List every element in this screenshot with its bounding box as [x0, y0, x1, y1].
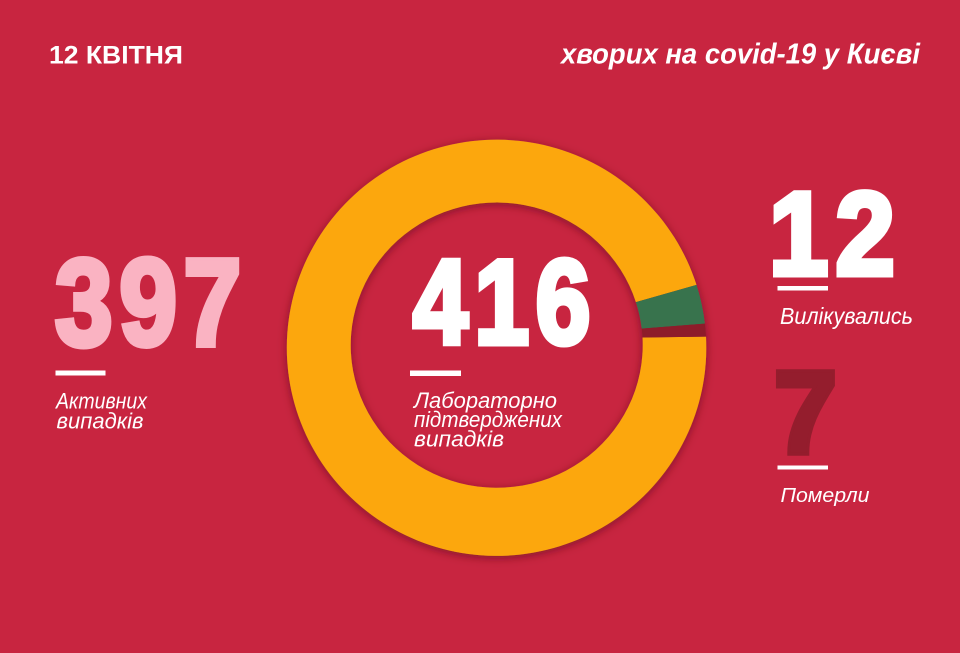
svg-text:12 КВІТНЯ: 12 КВІТНЯ: [49, 42, 183, 70]
svg-text:випадків: випадків: [57, 409, 144, 434]
svg-text:випадків: випадків: [414, 427, 504, 452]
svg-text:397: 397: [55, 235, 248, 372]
svg-text:хворих на covid-19 у Києві: хворих на covid-19 у Києві: [559, 39, 921, 71]
svg-text:416: 416: [413, 236, 597, 370]
svg-text:Лабораторно: Лабораторно: [412, 388, 557, 413]
svg-text:12: 12: [769, 169, 902, 301]
svg-text:Вилікувались: Вилікувались: [780, 303, 913, 329]
svg-text:Померли: Померли: [781, 485, 870, 507]
svg-text:7: 7: [774, 347, 837, 478]
svg-text:Активних: Активних: [54, 389, 148, 414]
svg-text:підтверджених: підтверджених: [414, 407, 563, 432]
